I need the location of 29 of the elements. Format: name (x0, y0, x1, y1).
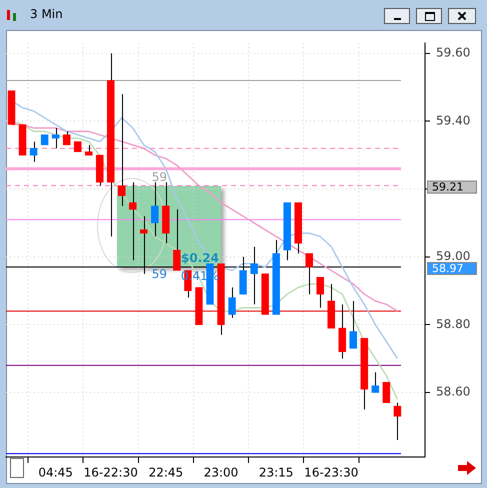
candlestick (350, 300, 358, 349)
candlestick (338, 304, 346, 360)
candlestick (228, 286, 236, 318)
annotation: 59 (152, 170, 168, 184)
x-tick-label: 23:15 (258, 465, 294, 480)
candlestick (84, 144, 93, 156)
candlestick (30, 141, 38, 162)
ref-line-label: 59.21 (432, 180, 464, 194)
candlestick (52, 127, 60, 149)
candlestick (372, 372, 380, 394)
candlestick (382, 382, 390, 404)
x-tick-label: 23:00 (204, 465, 238, 480)
x-tick-label: 16-22:30 (84, 465, 138, 480)
y-tick-label: 59.00 (436, 249, 470, 264)
x-tick-label: 16-23:30 (304, 465, 358, 480)
x-tick-label: 22:45 (148, 465, 184, 480)
y-tick-label: 59.40 (436, 113, 470, 128)
x-tick-label: 04:45 (38, 465, 73, 480)
candlestick (316, 276, 324, 308)
candlestick (151, 182, 159, 238)
ref-line-label: 58.97 (432, 262, 464, 275)
candlestick (118, 94, 126, 207)
annotation: $0.24 (181, 251, 220, 266)
y-tick-label: 59.60 (436, 46, 470, 60)
chart-title: 3 Min (30, 7, 63, 21)
annotation: 59 (152, 267, 168, 282)
candlestick (394, 402, 402, 441)
y-tick-label: 58.80 (436, 316, 470, 331)
y-tick-label: 58.60 (436, 384, 470, 399)
